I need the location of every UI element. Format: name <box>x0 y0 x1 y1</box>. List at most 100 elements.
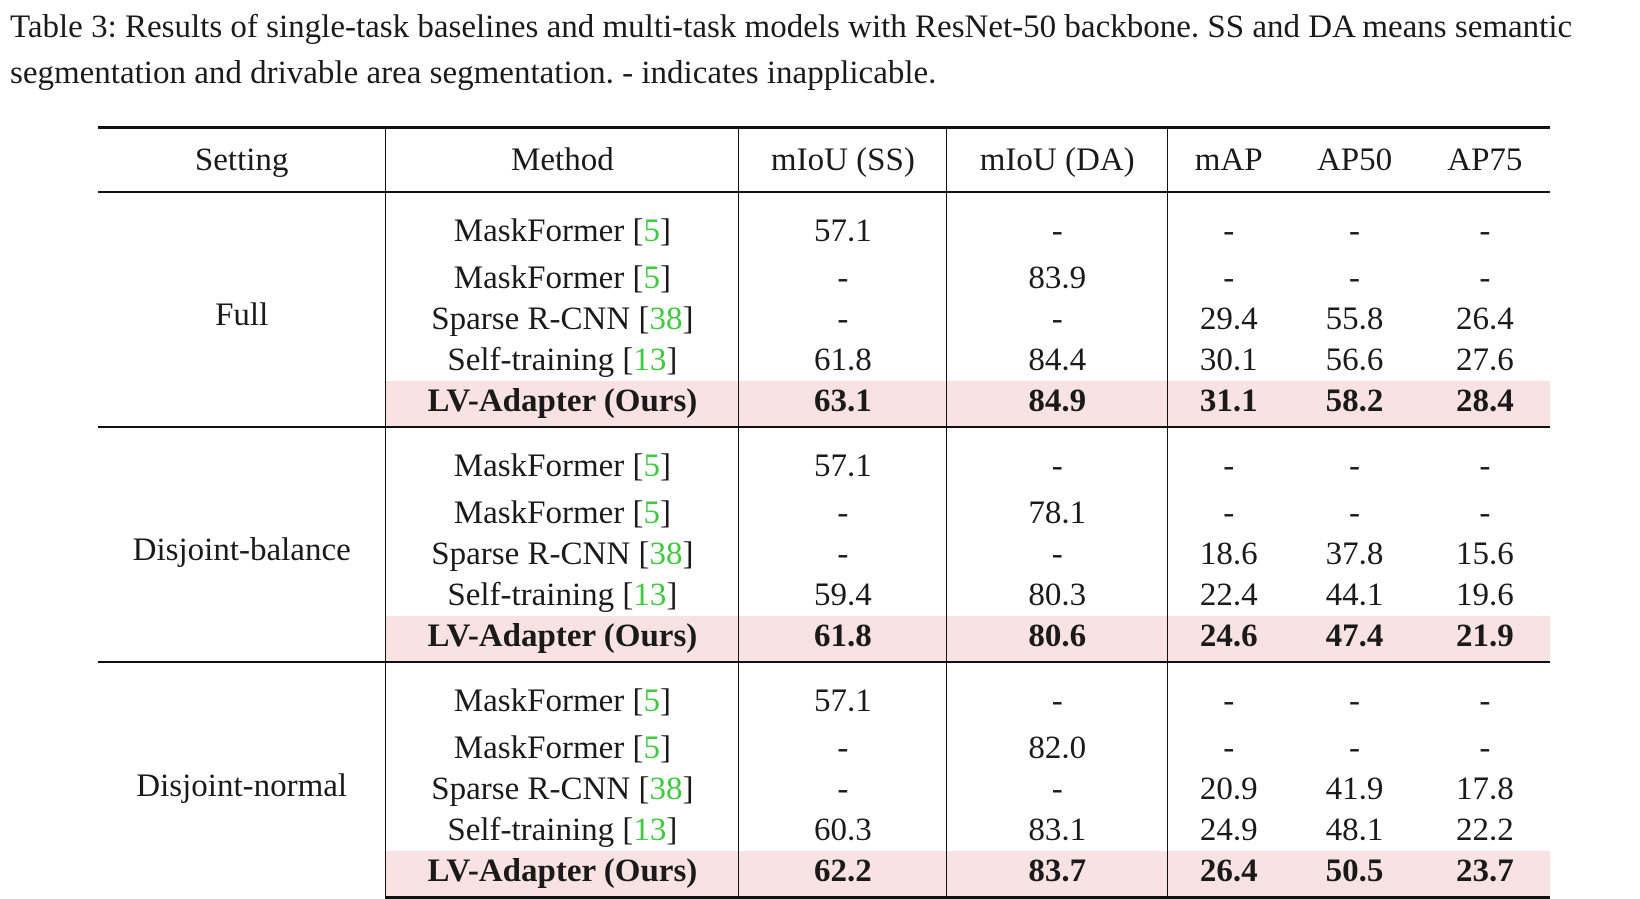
table-row: Disjoint-normal MaskFormer [5] 57.1- - - - <box>98 661 1550 898</box>
map-cell: 30.1 <box>1199 342 1258 378</box>
ap50-cell: - <box>1289 426 1420 493</box>
method-cell: Self-training [13] <box>385 340 740 381</box>
citation-link[interactable]: 5 <box>643 448 661 484</box>
ap75-cell: 28.4 <box>1419 381 1550 427</box>
ap50-cell: 44.1 <box>1325 577 1384 613</box>
header-miou-ss: mIoU (SS) <box>738 126 948 193</box>
citation-link[interactable]: 5 <box>643 213 661 249</box>
citation[interactable]: [38] <box>630 771 694 807</box>
method-name: MaskFormer <box>453 683 625 719</box>
method-cell: LV-Adapter (Ours) <box>385 851 740 899</box>
ap50-cell: 37.8 <box>1325 536 1384 572</box>
map-cell: 29.4 <box>1199 301 1258 337</box>
citation-link[interactable]: 5 <box>643 260 661 296</box>
citation-link[interactable]: 5 <box>643 495 661 531</box>
method-name: Self-training <box>447 812 615 848</box>
miou-ss-cell: - <box>738 769 948 810</box>
ap75-cell: - <box>1419 661 1550 728</box>
citation[interactable]: [13] <box>614 812 678 848</box>
table-row: LV-Adapter (Ours) 61.8 80.6 24.6 47.4 21.9 <box>98 616 1550 662</box>
method-cell: MaskFormer [5] <box>385 258 740 299</box>
citation[interactable]: [13] <box>614 577 678 613</box>
citation-link[interactable]: 38 <box>649 536 683 572</box>
ap50-cell: - <box>1349 260 1361 296</box>
method-name: MaskFormer <box>453 260 625 296</box>
citation-link[interactable]: 13 <box>633 577 667 613</box>
ap75-cell: - <box>1419 426 1550 493</box>
citation[interactable]: [13] <box>614 342 678 378</box>
ap50-cell: 47.4 <box>1289 616 1420 662</box>
citation[interactable]: [5] <box>624 213 672 249</box>
miou-da-cell: - <box>946 192 1169 258</box>
citation-link[interactable]: 13 <box>633 342 667 378</box>
ap75-cell: 27.6 <box>1455 342 1514 378</box>
miou-ss-cell: 59.4 <box>738 575 948 616</box>
method-cell: MaskFormer [5] <box>385 426 740 493</box>
method-name: LV-Adapter (Ours) <box>427 853 698 889</box>
table-row: Self-training [13] 60.3 83.1 24.9 48.1 22.2 <box>98 810 1550 851</box>
miou-da-cell: 84.4 <box>946 340 1169 381</box>
ap50-cell: 58.2 <box>1289 381 1420 427</box>
citation[interactable]: [38] <box>630 536 694 572</box>
ap75-cell: 15.6 <box>1455 536 1514 572</box>
ap75-cell: - <box>1479 730 1491 766</box>
ap75-cell: 17.8 <box>1455 771 1514 807</box>
ap50-cell: 55.8 <box>1325 301 1384 337</box>
method-name: Sparse R-CNN <box>431 771 631 807</box>
map-cell: - <box>1223 730 1235 766</box>
map-cell: - <box>1223 213 1235 249</box>
miou-da-cell: 83.9 <box>946 258 1169 299</box>
table-row: Disjoint-balance MaskFormer [5] 57.1- - - - <box>98 426 1550 662</box>
setting-cell: Disjoint-normal <box>98 661 387 898</box>
table-row: Self-training [13] 59.4 80.3 22.4 44.1 19.6 <box>98 575 1550 616</box>
method-name: LV-Adapter (Ours) <box>427 383 698 419</box>
method-name: Self-training <box>447 577 615 613</box>
citation[interactable]: [5] <box>624 260 672 296</box>
table-row: LV-Adapter (Ours) 63.1 84.9 31.1 58.2 28.4 <box>98 381 1550 427</box>
citation-link[interactable]: 38 <box>649 301 683 337</box>
header-map: mAP <box>1167 126 1290 193</box>
map-cell: - <box>1167 426 1290 493</box>
citation[interactable]: [5] <box>624 495 672 531</box>
method-cell: Sparse R-CNN [38] <box>385 769 740 810</box>
miou-ss-cell: 63.1 <box>738 381 948 427</box>
citation-link[interactable]: 5 <box>643 730 661 766</box>
miou-ss-cell: 57.1 <box>738 426 948 493</box>
citation-link[interactable]: 13 <box>633 812 667 848</box>
table-row: Sparse R-CNN [38] - -20.9 41.9 17.8 <box>98 769 1550 810</box>
miou-ss-cell: 62.2 <box>738 851 948 899</box>
miou-da-cell: - <box>946 769 1169 810</box>
citation[interactable]: [5] <box>624 448 672 484</box>
ap75-cell: 23.7 <box>1419 851 1550 899</box>
method-cell: MaskFormer [5] <box>385 661 740 728</box>
miou-ss-cell: - <box>738 258 948 299</box>
ap50-cell: - <box>1349 730 1361 766</box>
ap50-cell: - <box>1349 213 1361 249</box>
citation[interactable]: [38] <box>630 301 694 337</box>
map-cell: 26.4 <box>1167 851 1290 899</box>
table-row: Sparse R-CNN [38] - -18.6 37.8 15.6 <box>98 534 1550 575</box>
miou-ss-cell: - <box>738 493 948 534</box>
map-cell: 20.9 <box>1199 771 1258 807</box>
miou-ss-cell: 61.8 <box>738 616 948 662</box>
citation[interactable]: [5] <box>624 730 672 766</box>
table-row: MaskFormer [5] -82.0- - - <box>98 728 1550 769</box>
method-cell: LV-Adapter (Ours) <box>385 381 740 427</box>
map-cell: 24.6 <box>1167 616 1290 662</box>
method-name: MaskFormer <box>453 730 625 766</box>
citation-link[interactable]: 5 <box>643 683 661 719</box>
citation-link[interactable]: 38 <box>649 771 683 807</box>
map-cell: 24.9 <box>1199 812 1258 848</box>
method-name: LV-Adapter (Ours) <box>427 618 698 654</box>
header-miou-da: mIoU (DA) <box>946 126 1169 193</box>
miou-ss-cell: - <box>738 299 948 340</box>
results-table: Setting Method mIoU (SS) mIoU (DA) mAP A… <box>98 126 1550 899</box>
method-cell: Sparse R-CNN [38] <box>385 534 740 575</box>
table-caption: Table 3: Results of single-task baseline… <box>10 9 1573 91</box>
method-name: Self-training <box>447 342 615 378</box>
miou-da-cell: - <box>946 534 1169 575</box>
header-ap50: AP50 <box>1289 126 1420 193</box>
citation[interactable]: [5] <box>624 683 672 719</box>
miou-da-cell: 84.9 <box>946 381 1169 427</box>
miou-da-cell: 78.1 <box>946 493 1169 534</box>
